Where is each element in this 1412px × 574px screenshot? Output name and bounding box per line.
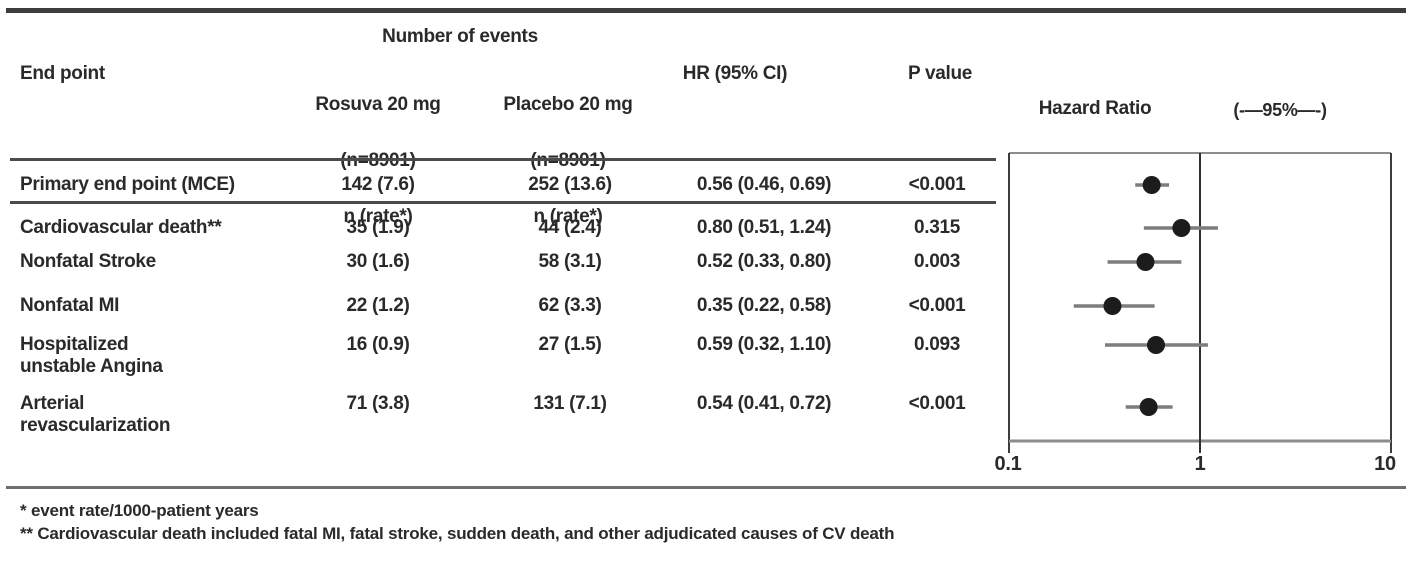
hazard-ratio-title: Hazard Ratio (1038, 98, 1152, 119)
column-header-placebo-line3: n (rate*) (533, 206, 603, 227)
hr-point (1172, 219, 1191, 237)
column-header-endpoint: End point (20, 63, 105, 84)
rosuva-value: 71 (3.8) (346, 393, 410, 414)
hr-point (1136, 253, 1155, 271)
placebo-value: 131 (7.1) (533, 393, 607, 414)
rosuva-value: 35 (1.9) (346, 217, 410, 238)
p-value: 0.003 (913, 251, 961, 272)
footer-rule (6, 486, 1406, 489)
endpoint-label: Nonfatal MI (20, 295, 120, 316)
p-value: <0.001 (908, 174, 966, 195)
column-header-rosuva-line2: (n=8901) (298, 147, 458, 175)
column-header-pvalue: P value (907, 63, 973, 84)
rosuva-value: 30 (1.6) (346, 251, 410, 272)
hr-ci-value: 0.80 (0.51, 1.24) (696, 217, 832, 238)
p-value: 0.315 (913, 217, 961, 238)
placebo-value: 62 (3.3) (538, 295, 602, 316)
table-rule-above-primary (10, 158, 996, 161)
placebo-value: 58 (3.1) (538, 251, 602, 272)
ci-95-label: (-—95%—-) (1233, 100, 1327, 120)
endpoint-label: Nonfatal Stroke (20, 251, 156, 272)
endpoint-label: Hospitalized unstable Angina (20, 334, 163, 377)
rosuva-value: 142 (7.6) (341, 174, 415, 195)
column-header-placebo-line1: Placebo 20 mg (503, 94, 633, 115)
number-of-events-header: Number of events (382, 26, 538, 47)
footnote-cv-death: ** Cardiovascular death included fatal M… (20, 524, 895, 543)
hr-point (1142, 176, 1161, 194)
placebo-value: 44 (2.4) (538, 217, 602, 238)
x-tick-0.1: 0.1 (994, 453, 1022, 475)
table-rule-below-primary (10, 201, 996, 204)
column-header-placebo-line2: (n=8901) (488, 147, 648, 175)
x-tick-1: 1 (1194, 453, 1206, 475)
placebo-value: 27 (1.5) (538, 334, 602, 355)
p-value: <0.001 (908, 295, 966, 316)
hr-ci-value: 0.54 (0.41, 0.72) (696, 393, 832, 414)
p-value: 0.093 (913, 334, 961, 355)
x-tick-10: 10 (1374, 453, 1396, 475)
hr-ci-value: 0.52 (0.33, 0.80) (696, 251, 832, 272)
hr-ci-value: 0.35 (0.22, 0.58) (696, 295, 832, 316)
hr-point (1103, 297, 1122, 315)
column-header-rosuva-line1: Rosuva 20 mg (315, 94, 441, 115)
hr-point (1139, 398, 1158, 416)
top-rule (6, 8, 1406, 13)
rosuva-value: 22 (1.2) (346, 295, 410, 316)
column-header-rosuva-line3: n (rate*) (343, 206, 413, 227)
column-header-hr: HR (95% CI) (682, 63, 788, 84)
endpoint-label: Arterial revascularization (20, 393, 171, 436)
forest-plot (1008, 152, 1392, 453)
placebo-value: 252 (13.6) (528, 174, 612, 195)
p-value: <0.001 (908, 393, 966, 414)
hr-point (1147, 336, 1166, 354)
endpoint-label: Cardiovascular death** (20, 217, 222, 238)
endpoint-label: Primary end point (MCE) (20, 174, 235, 195)
rosuva-value: 16 (0.9) (346, 334, 410, 355)
hr-ci-value: 0.56 (0.46, 0.69) (696, 174, 832, 195)
hr-ci-value: 0.59 (0.32, 1.10) (696, 334, 832, 355)
footnote-event-rate: * event rate/1000-patient years (20, 501, 259, 520)
